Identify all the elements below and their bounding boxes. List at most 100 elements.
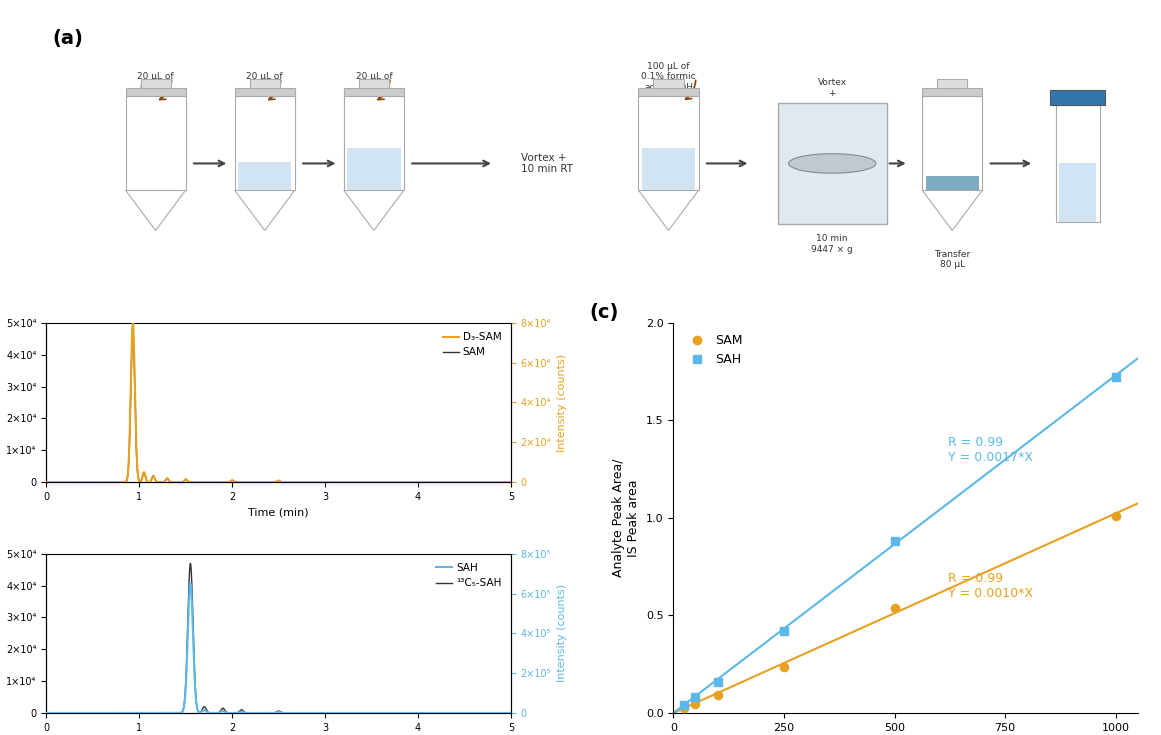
Text: 20 μL of
DTT: 20 μL of DTT [246,72,283,92]
Bar [1057,105,1099,222]
SAH [387,709,401,717]
SAM [341,478,355,487]
Polygon shape [639,190,699,231]
Polygon shape [125,190,186,231]
¹³C₅-SAH [318,709,332,717]
Bar [344,88,404,96]
SAH [183,579,197,588]
Y-axis label: Intensity (counts): Intensity (counts) [556,584,567,682]
Line: SAH: SAH [46,584,511,713]
Bar [347,148,401,190]
Text: (c): (c) [590,304,619,323]
SAH [39,709,53,717]
Bar [922,88,982,96]
Bar [937,79,967,88]
Bar [654,79,684,88]
Bar [642,148,695,190]
Line: ¹³C₅-SAH: ¹³C₅-SAH [46,563,511,713]
Text: 20 μL of
IS: 20 μL of IS [355,72,392,92]
D₃-SAM [341,478,355,487]
Text: 100 μL of
0.1% formic
acid/MeOH: 100 μL of 0.1% formic acid/MeOH [641,62,695,92]
Bar [235,96,295,190]
¹³C₅-SAH [183,559,197,567]
Point [708,676,727,688]
Polygon shape [344,190,404,231]
SAH [421,709,435,717]
D₃-SAM [421,478,435,487]
D₃-SAM [39,478,53,487]
Circle shape [788,154,875,173]
¹³C₅-SAH [504,709,518,717]
Y-axis label: Analyte Peak Area/
IS Peak area: Analyte Peak Area/ IS Peak area [612,459,641,577]
SAH [504,709,518,717]
Text: R = 0.99
Y = 0.0010*X: R = 0.99 Y = 0.0010*X [947,572,1032,600]
SAH [124,709,138,717]
Bar [778,102,887,224]
Bar [922,96,982,190]
Bar [235,88,295,96]
SAM [318,478,332,487]
¹³C₅-SAH [39,709,53,717]
Bar [125,96,186,190]
Point [885,535,903,547]
SAH [341,709,355,717]
Bar [238,162,291,190]
Point [774,625,793,637]
SAM [217,478,231,487]
Text: 10 min
9447 × g: 10 min 9447 × g [812,234,853,254]
¹³C₅-SAH [341,709,355,717]
SAH [217,707,231,716]
Point [676,702,694,714]
Legend: D₃-SAM, SAM: D₃-SAM, SAM [439,328,506,362]
Point [1106,372,1125,384]
SAM [421,478,435,487]
¹³C₅-SAH [217,704,231,713]
Legend: SAM, SAH: SAM, SAH [679,329,748,371]
Point [676,699,694,711]
D₃-SAM [387,478,401,487]
Line: SAM: SAM [46,332,511,482]
Point [686,692,705,703]
Bar [639,96,699,190]
D₃-SAM [125,318,139,327]
SAM [504,478,518,487]
Bar [125,88,186,96]
Bar [250,79,280,88]
Legend: SAH, ¹³C₅-SAH: SAH, ¹³C₅-SAH [432,559,506,592]
Point [1106,510,1125,522]
Point [774,662,793,673]
SAM [39,478,53,487]
Polygon shape [922,190,982,231]
Text: 20 μL of
sample: 20 μL of sample [137,72,174,92]
D₃-SAM [124,380,138,389]
SAM [387,478,401,487]
Text: (a): (a) [52,29,82,49]
Bar [925,176,979,190]
D₃-SAM [504,478,518,487]
¹³C₅-SAH [421,709,435,717]
Line: D₃-SAM: D₃-SAM [46,323,511,482]
Bar [1051,90,1105,105]
¹³C₅-SAH [387,709,401,717]
SAM [124,386,138,395]
D₃-SAM [318,478,332,487]
Bar [639,88,699,96]
Y-axis label: Intensity (counts): Intensity (counts) [556,354,567,451]
Bar [359,79,389,88]
Text: R = 0.99
Y = 0.0017*X: R = 0.99 Y = 0.0017*X [947,436,1032,464]
Point [885,602,903,614]
Point [708,689,727,700]
Point [686,698,705,710]
Text: Vortex +
10 min RT: Vortex + 10 min RT [521,153,574,174]
D₃-SAM [217,478,231,487]
SAH [318,709,332,717]
Bar [344,96,404,190]
Polygon shape [235,190,295,231]
Bar [1059,163,1096,222]
Bar [140,79,171,88]
¹³C₅-SAH [124,709,138,717]
Text: Transfer
80 μL: Transfer 80 μL [935,250,971,270]
SAM [125,328,139,337]
Text: Vortex
+: Vortex + [817,78,846,98]
X-axis label: Time (min): Time (min) [248,507,309,517]
